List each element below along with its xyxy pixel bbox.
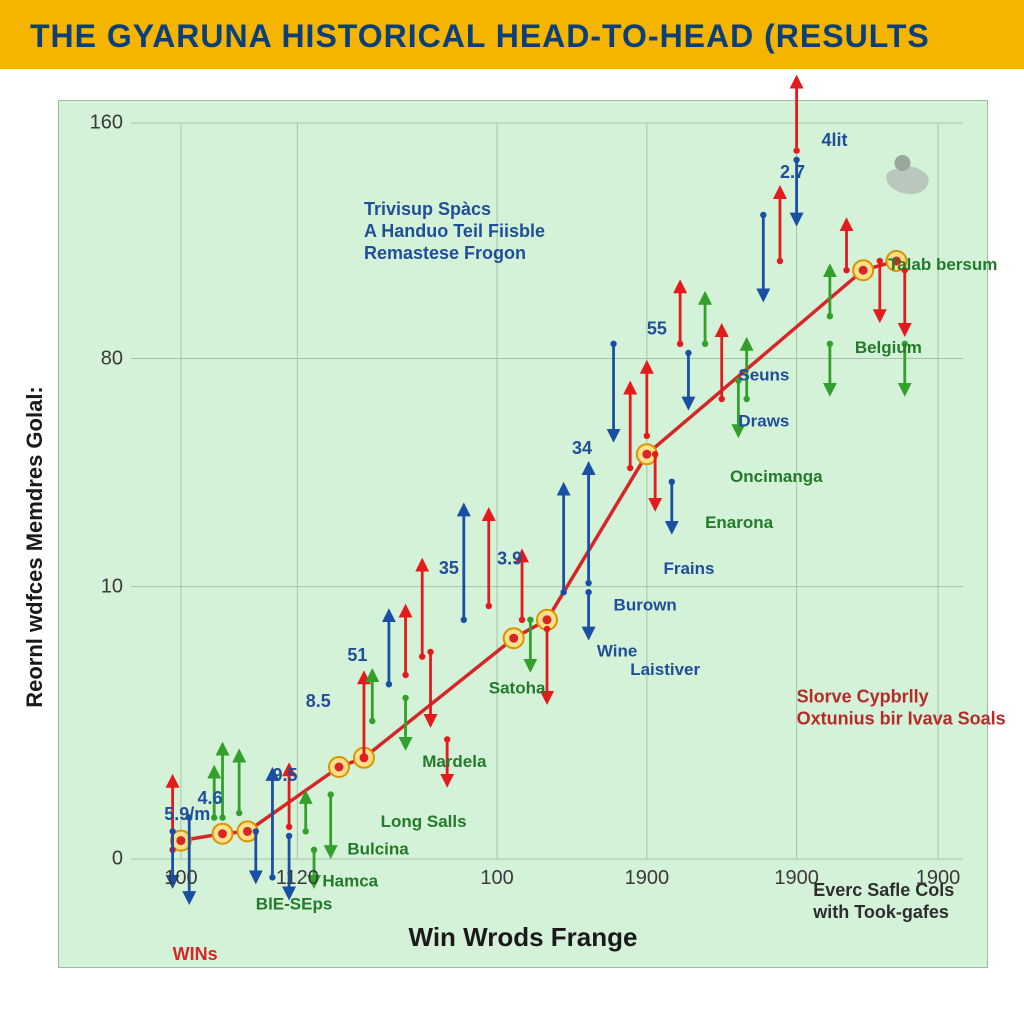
svg-text:35: 35 — [439, 558, 459, 578]
svg-text:Frains: Frains — [663, 559, 714, 578]
svg-text:51: 51 — [347, 645, 367, 665]
svg-text:Belgium: Belgium — [855, 338, 922, 357]
x-tick-label: 1120 — [276, 867, 319, 890]
svg-text:Oncimanga: Oncimanga — [730, 467, 823, 486]
svg-text:4lit: 4lit — [822, 130, 848, 150]
svg-text:WINs: WINs — [173, 944, 218, 964]
svg-text:Bulcina: Bulcina — [347, 839, 409, 858]
svg-text:BlE-SEps: BlE-SEps — [256, 895, 333, 914]
chart-svg: 5.9/m4.69.58.551353.934552.74litBlE-SEps… — [131, 123, 963, 859]
y-tick-label: 0 — [112, 848, 123, 871]
svg-text:Seuns: Seuns — [738, 366, 789, 385]
svg-text:A Handuo Teil Fiisble: A Handuo Teil Fiisble — [364, 221, 545, 241]
svg-text:9.5: 9.5 — [272, 765, 297, 785]
svg-text:Burown: Burown — [614, 596, 677, 615]
svg-text:Trivisup Spàcs: Trivisup Spàcs — [364, 199, 491, 219]
svg-text:34: 34 — [572, 438, 592, 458]
svg-text:Mardela: Mardela — [422, 752, 487, 771]
svg-text:Laistiver: Laistiver — [630, 660, 700, 679]
y-tick-label: 10 — [101, 575, 123, 598]
svg-text:with Took-gafes: with Took-gafes — [812, 902, 949, 922]
x-tick-label: 100 — [480, 867, 513, 890]
y-tick-label: 160 — [90, 112, 123, 135]
x-tick-label: 1900 — [774, 867, 819, 890]
svg-text:Hamca: Hamca — [322, 872, 378, 891]
x-tick-label: 1900 — [916, 867, 961, 890]
svg-text:Enarona: Enarona — [705, 513, 774, 532]
title-bar: THE GYARUNA HISTORICAL HEAD-TO-HEAD (RES… — [0, 0, 1024, 69]
svg-text:4.6: 4.6 — [198, 788, 223, 808]
x-tick-label: 1900 — [625, 867, 670, 890]
page-title: THE GYARUNA HISTORICAL HEAD-TO-HEAD (RES… — [30, 18, 930, 54]
svg-text:Talab bersum: Talab bersum — [888, 255, 997, 274]
svg-text:Long Salls: Long Salls — [381, 812, 467, 831]
y-tick-label: 80 — [101, 347, 123, 370]
y-axis-title: Reornl wdfces Memdres Golal: — [22, 386, 48, 708]
svg-text:Draws: Draws — [738, 412, 789, 431]
svg-text:2.7: 2.7 — [780, 162, 805, 182]
svg-text:Remastese Frogon: Remastese Frogon — [364, 243, 526, 263]
svg-text:Slorve Cypbrlly: Slorve Cypbrlly — [797, 687, 929, 707]
inner-plot: 5.9/m4.69.58.551353.934552.74litBlE-SEps… — [131, 123, 963, 859]
svg-text:55: 55 — [647, 319, 667, 339]
svg-text:Wine: Wine — [597, 642, 637, 661]
x-tick-label: 100 — [164, 867, 197, 890]
svg-text:Oxtunius bir Ivava Soals: Oxtunius bir Ivava Soals — [797, 709, 1006, 729]
x-axis-title: Win Wrods Frange — [409, 922, 638, 953]
svg-text:3.9: 3.9 — [497, 549, 522, 569]
svg-text:Satoha: Satoha — [489, 678, 546, 697]
svg-text:8.5: 8.5 — [306, 691, 331, 711]
chart-container: Reornl wdfces Memdres Golal: 5.9/m4.69.5… — [58, 100, 988, 968]
